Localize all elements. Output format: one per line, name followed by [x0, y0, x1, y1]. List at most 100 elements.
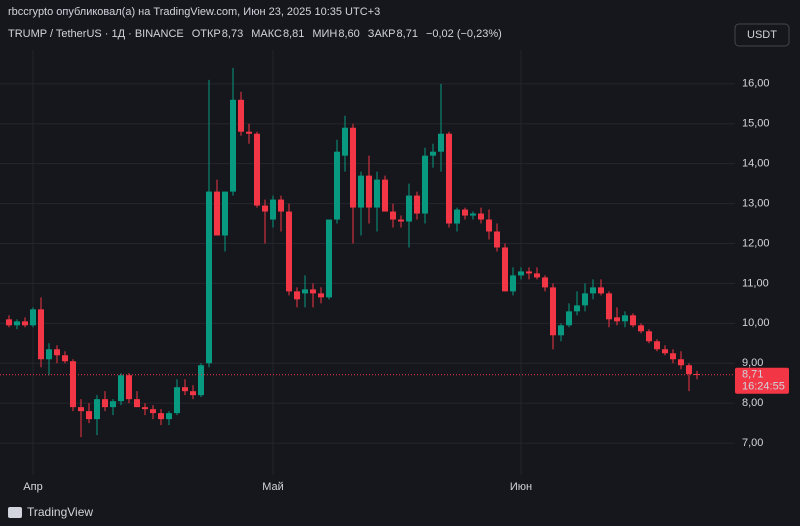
- candle-body: [206, 191, 212, 364]
- y-tick-label: 16,00: [742, 78, 770, 90]
- candle-body: [494, 231, 500, 248]
- candle-body: [406, 195, 412, 222]
- candle-body: [158, 413, 164, 420]
- y-tick-label: 7,00: [742, 437, 763, 449]
- candle-body: [78, 407, 84, 412]
- candle-body: [470, 213, 476, 216]
- candle-body: [334, 151, 340, 220]
- header: TRUMP / TetherUS · 1Д · BINANCE ОТКР 8,73 М…: [8, 28, 502, 40]
- candle-body: [510, 275, 516, 292]
- candle-body: [550, 287, 556, 336]
- candle-body: [422, 155, 428, 214]
- candle-body: [70, 361, 76, 408]
- candle-body: [390, 211, 396, 220]
- candle-body: [174, 387, 180, 414]
- candle-body: [22, 321, 28, 326]
- candle-body: [502, 247, 508, 292]
- header-item: 8,81: [283, 28, 304, 40]
- candle-body: [518, 271, 524, 276]
- candle-body: [286, 211, 292, 292]
- header-item: 8,60: [338, 28, 359, 40]
- candle-body: [238, 99, 244, 132]
- header-item: TRUMP / TetherUS · 1Д · BINANCE: [8, 28, 184, 40]
- y-tick-label: 10,00: [742, 317, 770, 329]
- candle-body: [14, 321, 20, 326]
- currency[interactable]: USDT: [747, 29, 777, 41]
- candle-body: [54, 349, 60, 356]
- candle-body: [534, 273, 540, 278]
- candle-body: [622, 315, 628, 322]
- y-tick-label: 11,00: [742, 277, 769, 289]
- candle-body: [462, 209, 468, 216]
- price-tag: [735, 367, 789, 394]
- candle-body: [278, 199, 284, 212]
- candle-body: [118, 375, 124, 402]
- candle-body: [358, 175, 364, 208]
- candle-body: [302, 289, 308, 294]
- candle-body: [318, 293, 324, 298]
- header-item: ОТКР: [192, 28, 221, 40]
- candle-body: [230, 99, 236, 192]
- candle-body: [590, 287, 596, 294]
- candle-body: [38, 309, 44, 360]
- candle-body: [542, 277, 548, 288]
- candle-body: [662, 349, 668, 354]
- candle-body: [478, 213, 484, 220]
- candle-body: [62, 355, 68, 362]
- candle-body: [310, 289, 316, 294]
- candle-body: [430, 151, 436, 156]
- candle-body: [574, 305, 580, 312]
- candle-body: [438, 133, 444, 152]
- y-tick-label: 9,00: [742, 357, 763, 369]
- candle-body: [374, 179, 380, 208]
- candle-body: [270, 199, 276, 220]
- header-item: −0,02 (−0,23%): [426, 28, 502, 40]
- candle-body: [254, 133, 260, 206]
- header-item: 8,71: [397, 28, 418, 40]
- candle-body: [326, 219, 332, 298]
- candle-body: [134, 399, 140, 408]
- candle-body: [142, 407, 148, 410]
- candle-body: [382, 179, 388, 212]
- candle-body: [222, 191, 228, 236]
- logo-icon: [8, 507, 22, 518]
- candle-body: [678, 359, 684, 366]
- candle-body: [638, 325, 644, 332]
- candle-body: [566, 311, 572, 326]
- y-tick-label: 8,00: [742, 397, 763, 409]
- candle-body: [614, 317, 620, 322]
- x-tick-label: Май: [262, 481, 284, 493]
- candle-body: [198, 365, 204, 396]
- countdown: 16:24:55: [742, 381, 785, 393]
- currency-button[interactable]: [734, 23, 790, 47]
- brand: TradingView: [27, 505, 93, 519]
- candle-body: [110, 401, 116, 408]
- candle-body: [606, 293, 612, 320]
- candle-body: [6, 319, 12, 326]
- candle-body: [414, 195, 420, 214]
- candle-body: [646, 331, 652, 342]
- plot: 7,00 8,00 9,00 10,00 11,00 12,00 13,00 14,00 15,…: [0, 50, 789, 493]
- candle-body: [246, 131, 252, 134]
- candle-body: [526, 271, 532, 274]
- header-item: МИН: [312, 28, 337, 40]
- header-item: ЗАКР: [368, 28, 396, 40]
- candle-body: [262, 205, 268, 212]
- candle-body: [102, 399, 108, 408]
- candle-body: [350, 127, 356, 208]
- candle-body: [446, 133, 452, 224]
- candle-body: [558, 325, 564, 336]
- header-item: 8,73: [222, 28, 243, 40]
- candle-body: [486, 219, 492, 232]
- candle-body: [214, 191, 220, 236]
- candle-body: [94, 399, 100, 420]
- y-tick-label: 12,00: [742, 237, 770, 249]
- y-tick-label: 14,00: [742, 158, 770, 170]
- y-tick-label: 15,00: [742, 118, 770, 130]
- candle-body: [46, 349, 52, 360]
- candle-body: [30, 309, 36, 326]
- candle-body: [86, 411, 92, 420]
